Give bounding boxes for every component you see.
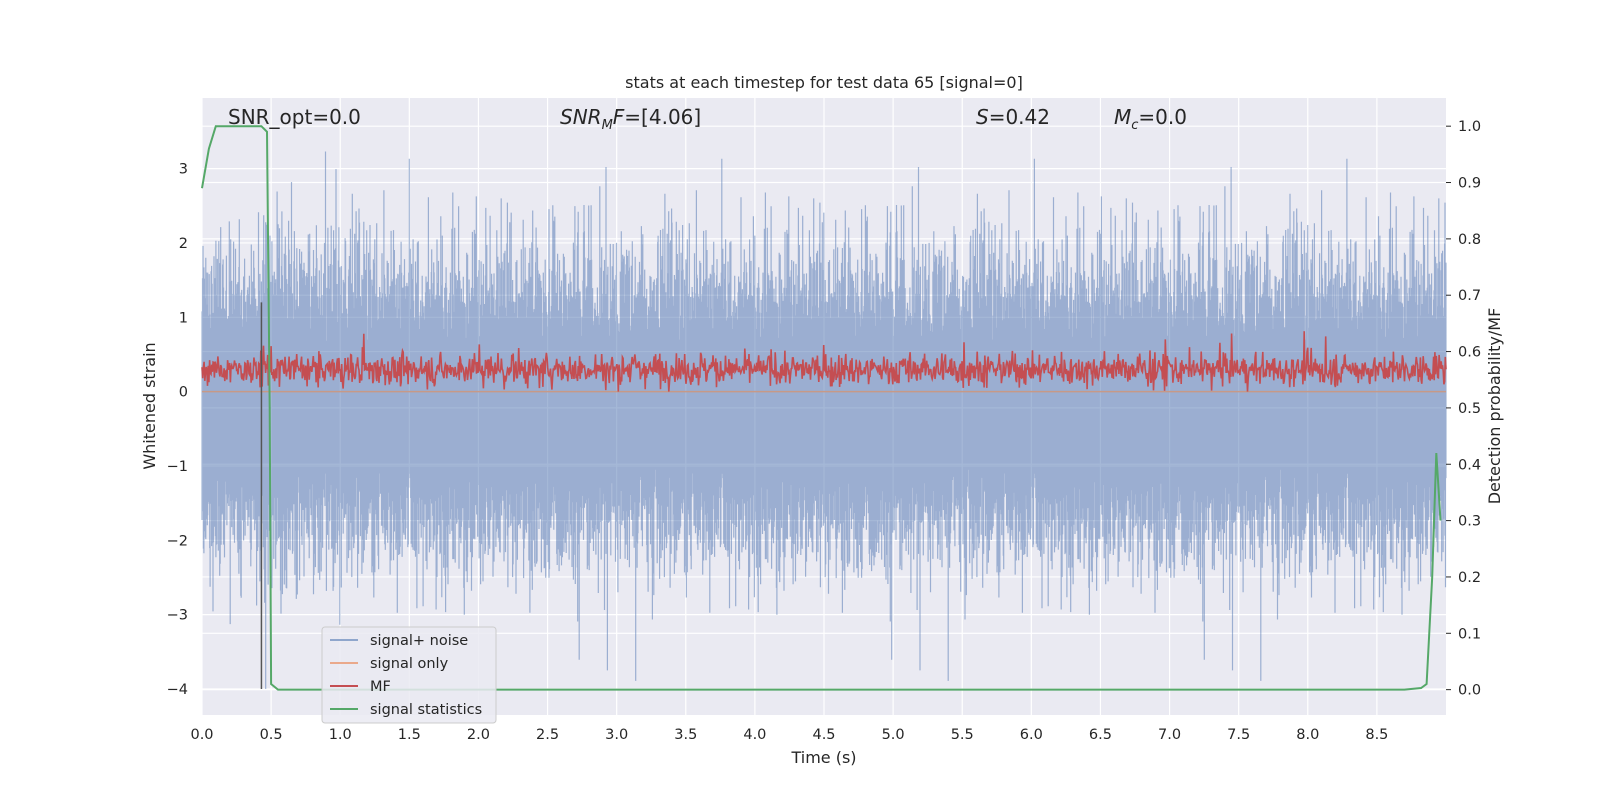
x-tick-label: 7.0: [1158, 727, 1181, 743]
y-left-tick-label: −2: [167, 533, 188, 549]
x-tick-label: 3.0: [605, 727, 628, 743]
signal-noise-line: [201, 151, 1447, 689]
y-left-tick-label: 3: [179, 162, 188, 178]
y-right-tick-label: 0.3: [1458, 514, 1481, 530]
y-right-tick-label: 0.7: [1458, 288, 1481, 304]
x-tick-label: 3.5: [674, 727, 697, 743]
x-tick-label: 6.5: [1089, 727, 1112, 743]
y-axis-label-left: Whitened strain: [140, 342, 159, 469]
annotation-snr-mf: SNRMF=[4.06]: [560, 105, 701, 133]
x-tick-labels: 0.0 0.5 1.0 1.5 2.0 2.5 3.0 3.5 4.0 4.5 5.0 5.5 6.0 6…: [190, 727, 1388, 743]
annotation-snr-opt: SNR_opt=0.0: [228, 105, 361, 129]
x-tick-label: 0.5: [260, 727, 283, 743]
y-left-tick-label: −3: [167, 608, 188, 624]
y-right-tick-label: 0.2: [1458, 570, 1481, 586]
legend-label-signal-noise: signal+ noise: [370, 633, 468, 649]
y-left-tick-labels: −4 −3 −2 −1 0 1 2 3: [167, 162, 188, 698]
x-axis-label: Time (s): [790, 748, 856, 767]
y-right-tick-labels: 0.0 0.1 0.2 0.3 0.4 0.5 0.6 0.7 0.8 0.9 1.0: [1446, 119, 1481, 699]
legend: signal+ noise signal only MF signal stat…: [321, 626, 497, 724]
x-tick-label: 2.0: [467, 727, 490, 743]
legend-label-mf: MF: [370, 679, 391, 695]
x-tick-label: 4.0: [743, 727, 766, 743]
annotation-s: S=0.42: [976, 105, 1050, 129]
y-left-tick-label: 1: [179, 310, 188, 326]
y-right-tick-label: 0.6: [1458, 345, 1481, 361]
mf-line: [201, 331, 1447, 392]
x-tick-label: 0.0: [190, 727, 213, 743]
legend-label-signal-only: signal only: [370, 656, 449, 672]
annotation-mc: Mc=0.0: [1114, 105, 1187, 133]
x-tick-label: 4.5: [812, 727, 835, 743]
x-tick-label: 2.5: [536, 727, 559, 743]
y-right-tick-label: 0.1: [1458, 626, 1481, 642]
x-tick-label: 8.5: [1365, 727, 1388, 743]
legend-label-signal-statistics: signal statistics: [370, 702, 482, 718]
x-tick-label: 7.5: [1227, 727, 1250, 743]
x-tick-label: 1.5: [398, 727, 421, 743]
y-right-tick-label: 0.5: [1458, 401, 1481, 417]
y-right-tick-label: 0.8: [1458, 232, 1481, 248]
x-tick-label: 5.5: [951, 727, 974, 743]
y-left-tick-label: −1: [167, 459, 188, 475]
legend-box: [321, 626, 497, 724]
y-left-tick-label: −4: [167, 682, 188, 698]
y-axis-label-right: Detection probability/MF: [1485, 308, 1504, 505]
y-left-tick-label: 2: [179, 236, 188, 252]
x-tick-label: 5.0: [882, 727, 905, 743]
y-right-tick-label: 0.4: [1458, 457, 1481, 473]
x-tick-label: 6.0: [1020, 727, 1043, 743]
y-right-tick-label: 1.0: [1458, 119, 1481, 135]
y-right-tick-label: 0.0: [1458, 683, 1481, 699]
chart-title: stats at each timestep for test data 65 …: [625, 73, 1023, 92]
y-right-tick-label: 0.9: [1458, 176, 1481, 192]
x-tick-label: 8.0: [1296, 727, 1319, 743]
y-left-tick-label: 0: [179, 385, 188, 401]
x-tick-label: 1.0: [329, 727, 352, 743]
